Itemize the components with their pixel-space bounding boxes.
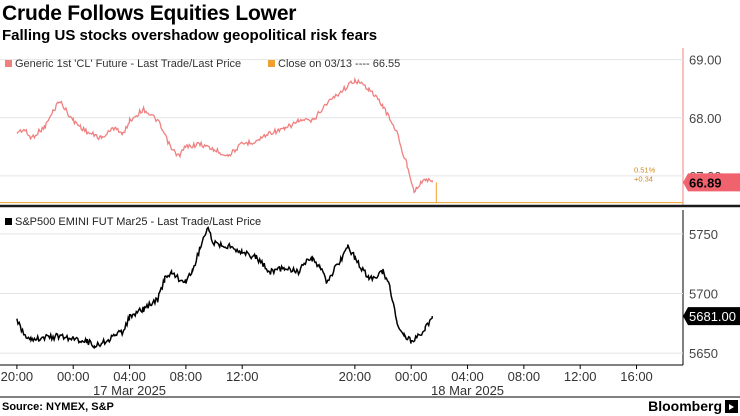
top-panel-bg [0,48,683,205]
bloomberg-play-icon [725,400,738,413]
x-axis-hour-label: 00:00 [57,369,90,384]
source-note: Source: NYMEX, S&P [2,401,114,413]
crude-ytick-label: 69.00 [689,53,722,68]
x-axis-hour-label: 08:00 [508,369,541,384]
x-axis-hour-label: 12:00 [564,369,597,384]
sp500-last-value-bg [683,307,740,326]
x-axis-hour-label: 00:00 [395,369,428,384]
sp500-last-value-text: 5681.00 [689,309,736,324]
sp500-series-line [16,225,434,350]
crude-last-value-badge: 66.89 [683,173,740,192]
sp500-ytick-label: 5700 [689,286,718,301]
x-axis-hour-label: 04:00 [113,369,146,384]
crude-series-line [16,76,433,194]
crude-legend-swatch [5,60,12,67]
reference-legend-label: Close on 03/13 ---- 66.55 [278,58,400,70]
x-axis-hour-label: 16:00 [620,369,653,384]
crude-change-pct-label: 0.51% [634,165,656,174]
sp500-legend-label: S&P500 EMINI FUT Mar25 - Last Trade/Last… [15,216,261,228]
crude-legend-label: Generic 1st 'CL' Future - Last Trade/Las… [15,58,241,70]
page-title: Crude Follows Equities Lower [2,2,297,25]
x-axis-hour-label: 12:00 [226,369,259,384]
sp500-legend-swatch [5,218,12,225]
x-axis-hour-label: 08:00 [170,369,203,384]
x-axis-hour-label: 20:00 [339,369,372,384]
x-axis-date-label: 17 Mar 2025 [93,383,166,398]
sp500-ytick-label: 5650 [689,346,718,361]
crude-last-value-bg [683,173,740,192]
sp500-ytick-label: 5750 [689,227,718,242]
x-axis-hour-label: 20:00 [1,369,34,384]
page-subtitle: Falling US stocks overshadow geopolitica… [2,27,378,44]
bloomberg-logo: Bloomberg [648,398,722,414]
x-axis-hour-label: 04:00 [451,369,484,384]
crude-change-abs-label: +0.34 [634,174,653,183]
x-axis-date-label: 18 Mar 2025 [431,383,504,398]
crude-ytick-label: 68.00 [689,111,722,126]
crude-last-value-text: 66.89 [689,175,722,190]
reference-legend-swatch [268,60,275,67]
sp500-last-value-badge: 5681.00 [683,307,740,326]
